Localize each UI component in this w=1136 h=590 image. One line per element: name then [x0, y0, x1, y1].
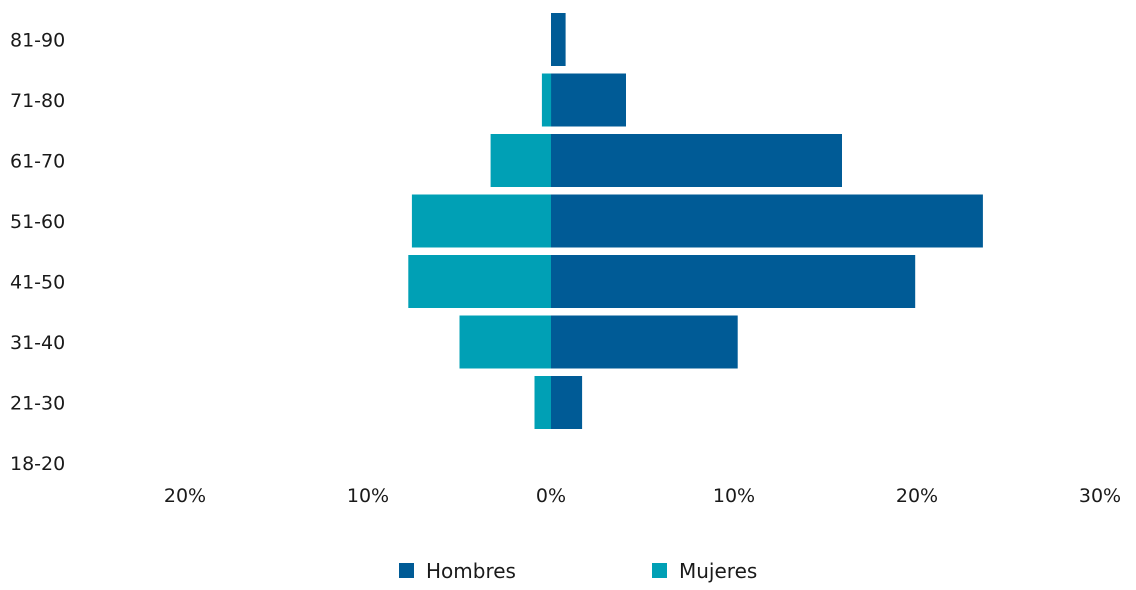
- y-tick-label: 61-70: [10, 151, 65, 173]
- x-axis-labels: 20% 10% 0% 10% 20% 30%: [164, 485, 1121, 507]
- bar-hombres-41-50: [551, 255, 916, 308]
- x-tick-label: 20%: [896, 485, 938, 507]
- y-axis-labels: 18-20 21-30 31-40 41-50 51-60 61-70 71-80 81-90: [10, 30, 65, 476]
- bar-hombres-61-70: [551, 134, 842, 187]
- y-tick-label: 31-40: [10, 332, 65, 354]
- y-tick-label: 81-90: [10, 30, 65, 52]
- bar-hombres-71-80: [551, 73, 626, 127]
- bar-mujeres-41-50: [408, 255, 551, 308]
- x-tick-label: 30%: [1079, 485, 1121, 507]
- legend-swatch: [399, 563, 414, 578]
- bar-mujeres-61-70: [490, 134, 551, 187]
- y-tick-label: 41-50: [10, 272, 65, 294]
- legend-swatch: [652, 563, 667, 578]
- bar-hombres-81-90: [551, 13, 566, 66]
- bar-hombres-21-30: [551, 376, 583, 429]
- bar-hombres-31-40: [551, 315, 738, 369]
- y-tick-label: 51-60: [10, 211, 65, 233]
- x-tick-label: 10%: [713, 485, 755, 507]
- legend-item-mujeres: Mujeres: [652, 559, 757, 583]
- legend-label: Hombres: [426, 559, 516, 583]
- legend-label: Mujeres: [679, 559, 757, 583]
- y-tick-label: 71-80: [10, 90, 65, 112]
- x-tick-label: 20%: [164, 485, 206, 507]
- y-tick-label: 18-20: [10, 453, 65, 475]
- bar-mujeres-21-30: [534, 376, 551, 429]
- bar-mujeres-51-60: [411, 194, 551, 248]
- bars-layer: [408, 13, 983, 429]
- legend: Hombres Mujeres: [399, 559, 757, 583]
- bar-mujeres-71-80: [541, 73, 552, 127]
- bar-mujeres-31-40: [459, 315, 551, 369]
- x-tick-label: 10%: [347, 485, 389, 507]
- y-tick-label: 21-30: [10, 393, 65, 415]
- bar-hombres-51-60: [551, 194, 983, 248]
- x-tick-label: 0%: [536, 485, 566, 507]
- legend-item-hombres: Hombres: [399, 559, 516, 583]
